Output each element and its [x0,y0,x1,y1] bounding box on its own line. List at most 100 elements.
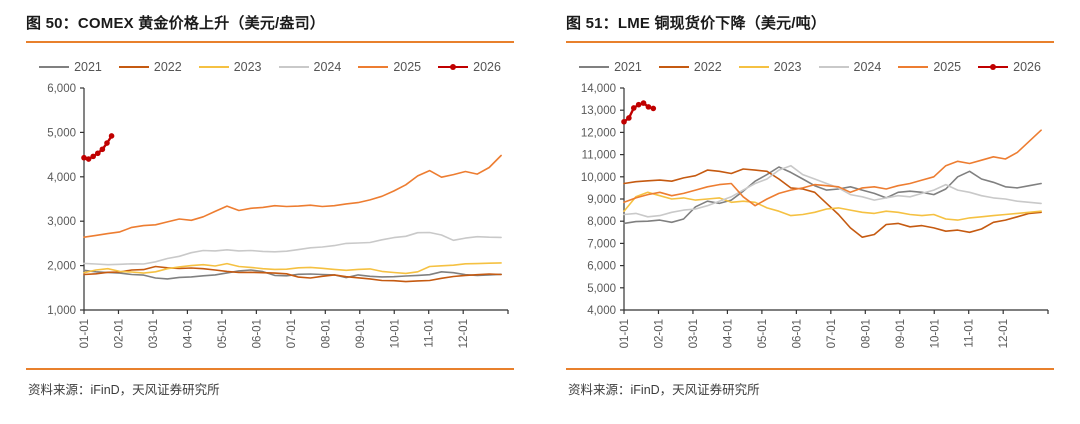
legend-label-2026: 2026 [473,60,501,74]
legend-marker-dot [450,63,457,70]
y-tick-label: 5,000 [47,127,76,139]
x-tick-label: 08-01 [320,319,332,348]
series-marker-2026 [650,105,657,112]
x-tick-label: 03-01 [688,319,700,348]
y-tick-label: 3,000 [47,216,76,228]
x-tick-label: 02-01 [113,319,125,348]
panel-copper-chart: 图 51：LME 铜现货价下降（美元/吨） 2021 2022 2023 2024 20… [540,0,1080,424]
y-tick-label: 6,000 [47,83,76,95]
x-tick-label: 11-01 [964,319,976,348]
y-tick-label: 14,000 [581,83,616,95]
legend-swatch-2025 [898,65,929,69]
series-line-2022 [83,265,502,283]
series-marker-2026 [81,154,87,161]
x-tick-label: 07-01 [286,319,298,348]
series-marker-2026 [640,100,647,106]
y-tick-label: 11,000 [582,150,616,162]
series-marker-2026 [108,133,115,139]
series-line-2025 [83,154,502,238]
legend-item-2026: 2026 [978,60,1041,74]
legend-swatch-2023 [738,65,769,69]
legend-swatch-2022 [118,65,149,69]
legend-item-2022: 2022 [118,60,182,74]
legend-label-2021: 2021 [614,60,642,74]
legend-item-2023: 2023 [198,60,262,74]
chart-title-copper: 图 51：LME 铜现货价下降（美元/吨） [566,15,827,32]
x-tick-label: 04-01 [722,319,734,348]
x-tick-label: 12-01 [458,319,470,348]
legend-item-2024: 2024 [278,60,342,74]
legend-item-2023: 2023 [738,60,802,74]
legend-swatch-2026 [438,63,469,70]
y-tick-label: 12,000 [581,127,616,139]
x-tick-label: 01-01 [619,319,631,348]
x-tick-label: 06-01 [251,319,263,348]
panel-gold-chart: 图 50：COMEX 黄金价格上升（美元/盎司） 2021 2022 2023 202… [26,15,514,397]
legend-label-2023: 2023 [233,60,262,74]
series-marker-2026 [645,104,652,110]
x-tick-label: 11-01 [424,319,436,348]
series-line-2021 [83,269,502,280]
series-marker-2026 [626,115,632,121]
legend-label-2023: 2023 [773,60,802,74]
series-line-2024 [83,231,502,266]
series-marker-2026 [104,140,110,146]
legend-label-2026: 2026 [1013,60,1041,74]
series-marker-2026 [630,105,637,111]
source-rule [26,368,514,370]
line-chart-gold: 1,000 2,000 3,000 4,000 5,000 6,000 01-01 02-01… [47,83,509,348]
x-tick-label: 12-01 [998,319,1010,348]
x-tick-label: 02-01 [653,319,665,348]
legend-item-2026: 2026 [438,60,501,74]
legend-label-2024: 2024 [313,60,342,74]
y-tick-label: 1,000 [47,305,76,317]
y-tick-label: 10,000 [581,172,616,184]
series-line-2023 [623,191,1042,221]
y-tick-label: 4,000 [47,172,76,184]
series-marker-2026 [99,146,106,153]
y-tick-label: 8,000 [587,216,616,228]
series-marker-2026 [85,156,92,162]
x-tick-label: 08-01 [860,319,872,348]
legend-label-2022: 2022 [693,60,722,74]
legend-item-2024: 2024 [818,60,882,74]
legend-label-2021: 2021 [74,60,102,74]
legend-swatch-2026 [978,63,1009,70]
x-tick-label: 10-01 [929,319,941,348]
chart-title-gold: 图 50：COMEX 黄金价格上升（美元/盎司） [26,15,325,32]
x-tick-label: 09-01 [895,319,907,348]
legend-item-2025: 2025 [358,60,421,74]
line-chart-copper: 4,000 5,000 6,000 7,000 8,000 9,000 10,000 11,0… [581,83,1049,348]
y-tick-label: 4,000 [587,305,616,317]
legend-swatch-2021 [39,65,70,69]
legend-swatch-2022 [658,65,689,69]
series-line-2025 [623,129,1042,207]
x-tick-label: 04-01 [182,319,194,348]
y-tick-label: 5,000 [587,283,616,295]
y-tick-label: 9,000 [587,194,616,206]
series-marker-2026 [90,153,96,160]
legend-item-2021: 2021 [39,60,102,74]
x-tick-label: 05-01 [217,319,229,348]
source-note: 资料来源：iFinD，天风证券研究所 [568,383,760,397]
legend-swatch-2024 [278,65,309,69]
title-rule [26,41,514,43]
legend-item-2025: 2025 [898,60,961,74]
y-tick-label: 6,000 [587,261,616,273]
legend-item-2021: 2021 [579,60,642,74]
series-marker-2026 [621,118,627,125]
y-tick-label: 2,000 [47,261,76,273]
x-tick-label: 07-01 [826,319,838,348]
source-note: 资料来源：iFinD，天风证券研究所 [28,383,220,397]
legend-marker-dot [990,63,997,70]
x-tick-label: 05-01 [757,319,769,348]
y-tick-label: 7,000 [587,238,616,250]
source-rule [566,368,1054,370]
legend-swatch-2024 [818,65,849,69]
series-line-2023 [83,262,502,275]
legend-swatch-2023 [198,65,229,69]
legend-item-2022: 2022 [658,60,722,74]
legend-label-2024: 2024 [853,60,882,74]
x-tick-label: 10-01 [389,319,401,348]
